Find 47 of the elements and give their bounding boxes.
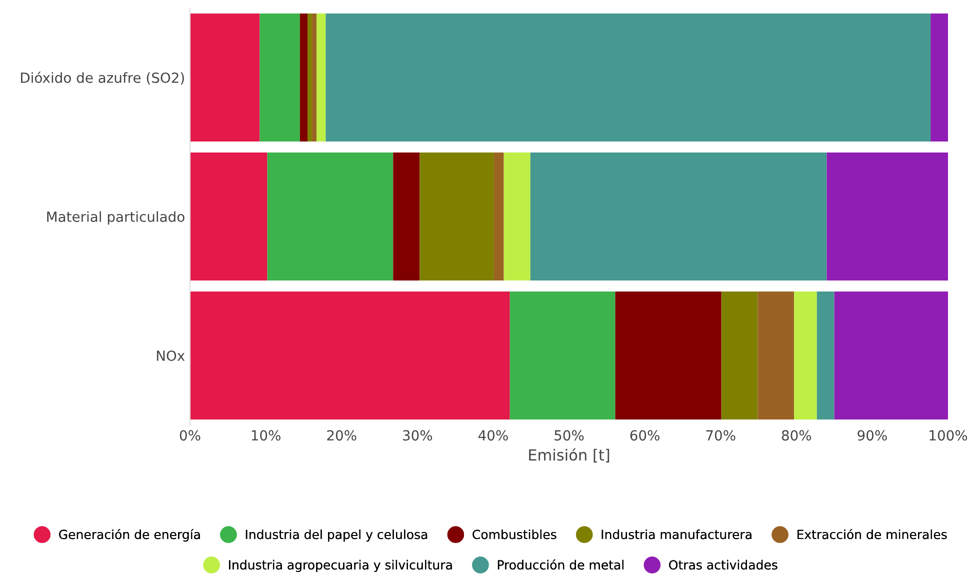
legend-label: Extracción de minerales (797, 528, 947, 540)
bar (393, 152, 420, 280)
legend-label: Combustibles (472, 529, 556, 540)
bar (504, 152, 530, 280)
bar (758, 292, 794, 420)
bar (190, 152, 268, 280)
y-tick-label: Dióxido de azufre (SO2) (21, 72, 184, 85)
bar (326, 14, 931, 142)
bar (420, 152, 494, 280)
bar (721, 292, 758, 420)
x-tick-label: 40% (478, 430, 508, 441)
x-tick-label: 70% (706, 430, 736, 441)
bar (300, 14, 308, 142)
bar (190, 292, 510, 420)
x-tick-label: 0% (180, 430, 200, 441)
x-tick-label: 20% (327, 430, 356, 441)
bar (307, 14, 312, 142)
bar (190, 14, 260, 142)
legend-label: Otras actividades (669, 560, 778, 570)
x-tick-label: 30% (403, 430, 432, 441)
bar (260, 14, 300, 142)
bar (510, 292, 616, 420)
bar (826, 152, 948, 280)
bar (794, 292, 817, 420)
x-tick-label: 10% (252, 430, 280, 441)
x-tick-label: 100% (930, 430, 968, 441)
bar (816, 292, 834, 420)
x-tick-label: 80% (782, 430, 812, 441)
y-tick-label: Material particulado (47, 211, 184, 225)
bar (615, 292, 722, 420)
x-axis-title: Emisión [t] (529, 448, 610, 462)
legend-label: Industria del papel y celulosa (246, 529, 428, 542)
y-tick-label: NOx (156, 350, 185, 361)
bar (316, 14, 326, 142)
bar (834, 292, 948, 420)
x-tick-label: 90% (858, 430, 887, 441)
bar (530, 152, 827, 280)
legend-label: Industria agropecuaria y silvicultura (229, 560, 452, 572)
legend-label: Producción de metal (498, 559, 624, 570)
x-tick-label: 50% (554, 430, 584, 441)
bar (930, 14, 948, 142)
x-tick-label: 60% (630, 430, 660, 441)
bar (494, 152, 504, 280)
legend-label: Industria manufacturera (602, 529, 752, 540)
legend-label: Generación de energía (59, 528, 200, 542)
bar (312, 14, 317, 142)
bar (267, 152, 394, 280)
